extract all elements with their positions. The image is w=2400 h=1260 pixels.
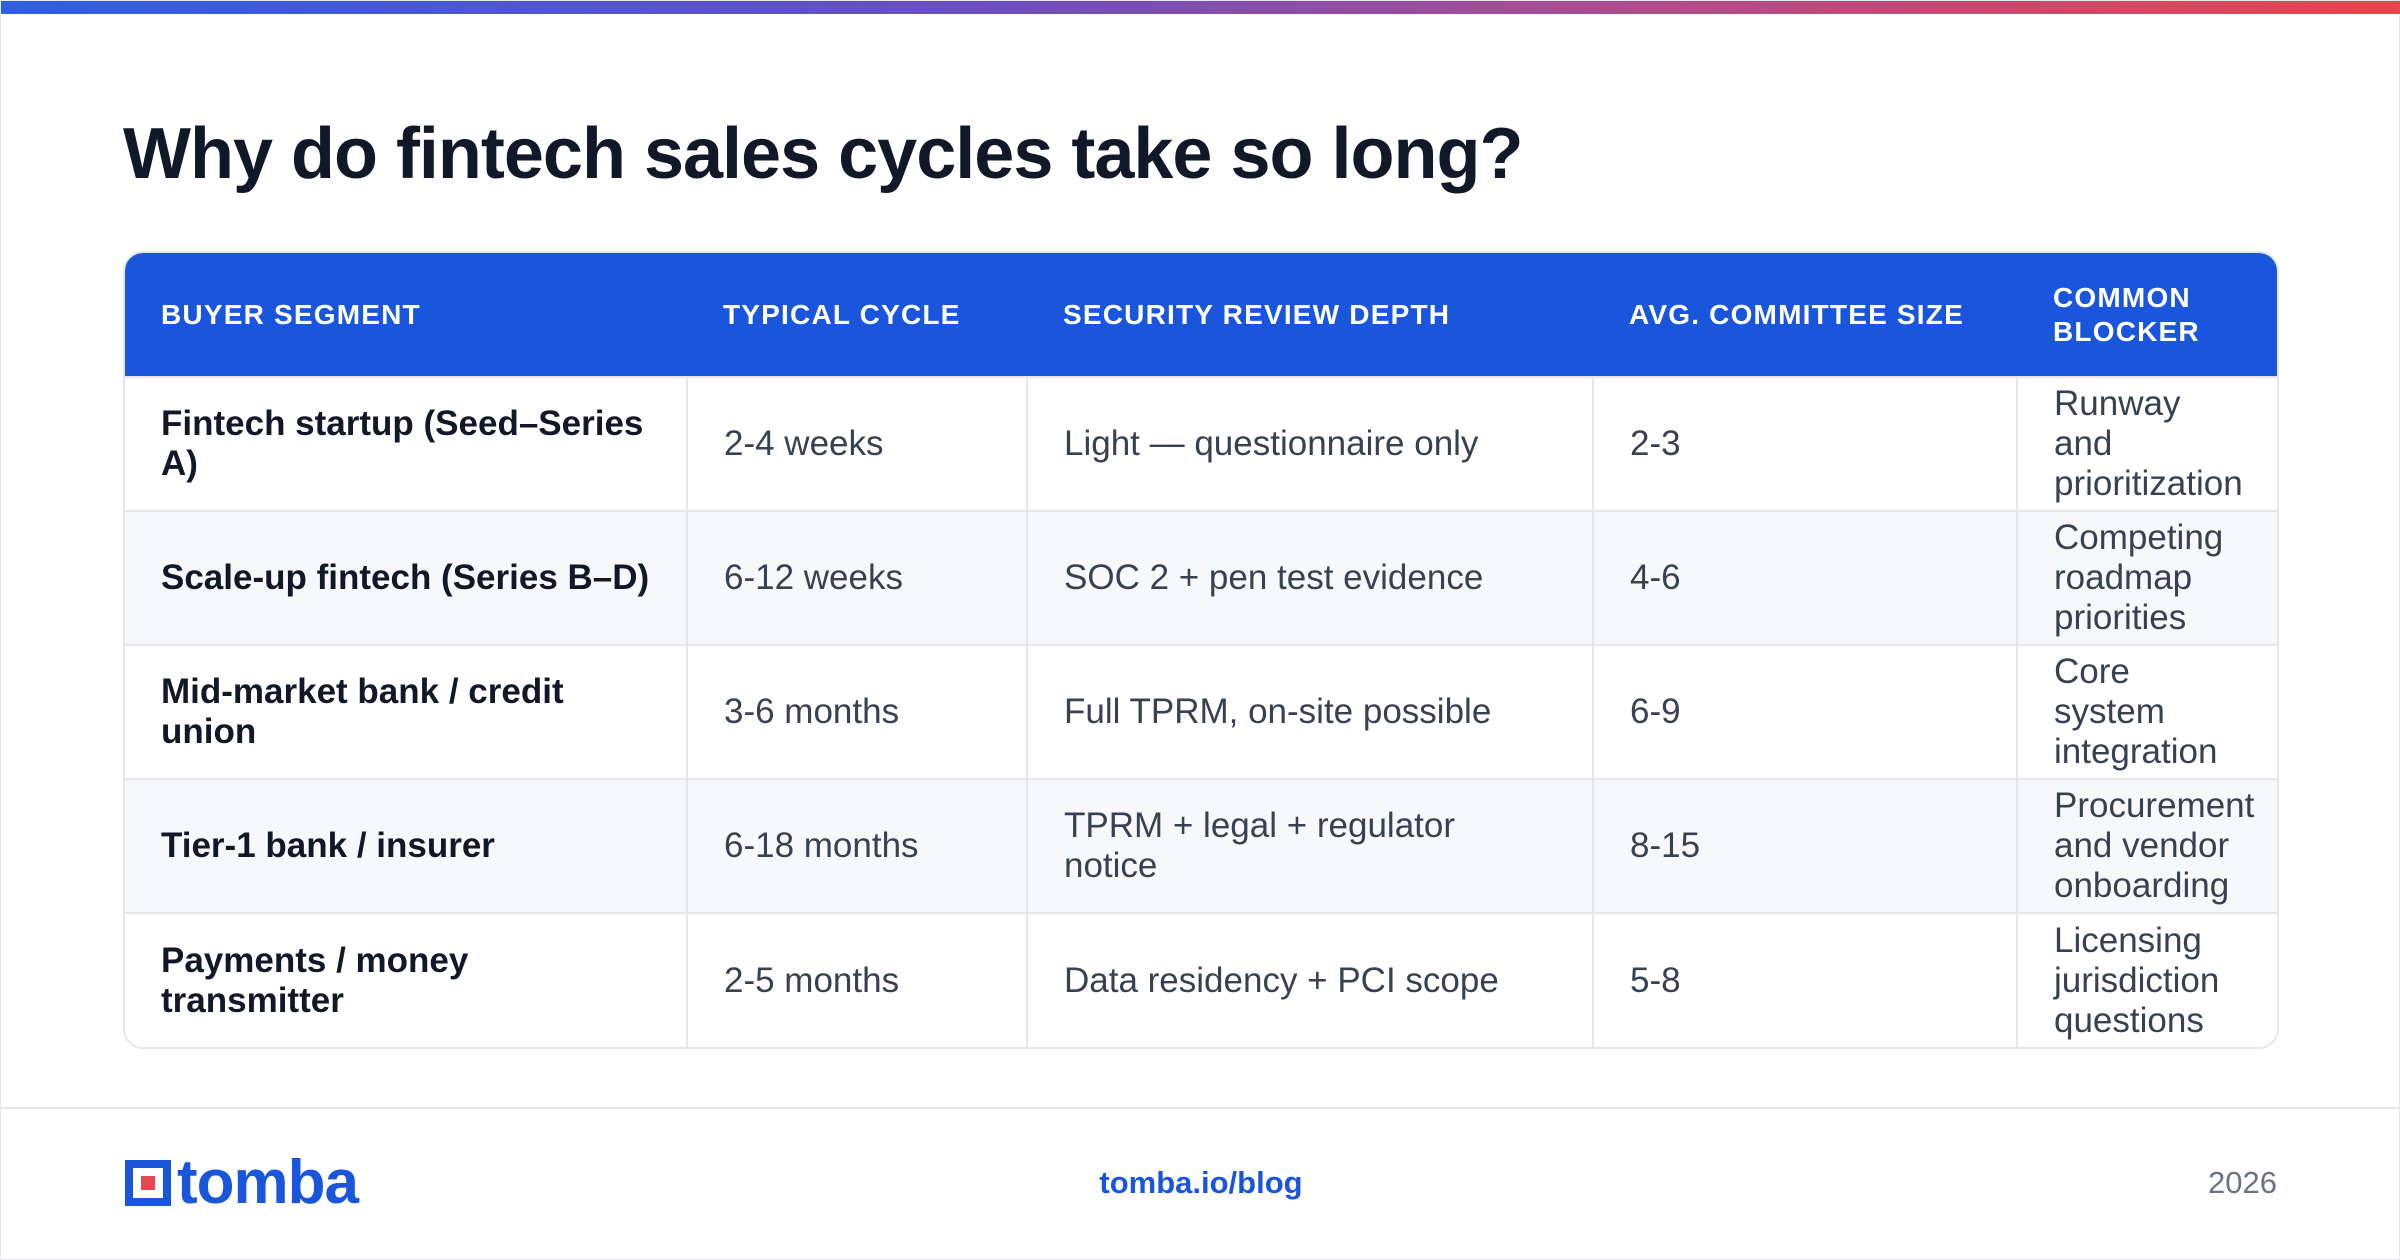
table: BUYER SEGMENT TYPICAL CYCLE SECURITY REV…	[125, 253, 2277, 1047]
cell-avg-committee-size: 6-9	[1592, 644, 2017, 779]
cell-avg-committee-size: 4-6	[1592, 510, 2017, 645]
header-avg-committee-size: AVG. COMMITTEE SIZE	[1629, 298, 1964, 330]
top-gradient-bar	[1, 1, 2400, 14]
table-row: Tier-1 bank / insurer 6-18 months TPRM +…	[125, 778, 2277, 913]
blog-link[interactable]: tomba.io/blog	[1099, 1165, 1303, 1200]
comparison-table: BUYER SEGMENT TYPICAL CYCLE SECURITY REV…	[123, 251, 2279, 1049]
cell-buyer-segment: Payments / money transmitter	[125, 912, 687, 1047]
cell-common-blocker: Procurement and vendor onboarding	[2016, 778, 2277, 913]
table-header: BUYER SEGMENT TYPICAL CYCLE SECURITY REV…	[125, 253, 2277, 377]
cell-typical-cycle: 3-6 months	[686, 644, 1027, 779]
cell-avg-committee-size: 5-8	[1592, 912, 2017, 1047]
cell-buyer-segment: Mid-market bank / credit union	[125, 644, 687, 779]
cell-typical-cycle: 6-18 months	[686, 778, 1027, 913]
footer-year: 2026	[2208, 1165, 2277, 1200]
table-row: Fintech startup (Seed–Series A) 2-4 week…	[125, 376, 2277, 511]
cell-security-review-depth: Light — questionnaire only	[1026, 376, 1593, 511]
cell-typical-cycle: 2-5 months	[686, 912, 1027, 1047]
cell-avg-committee-size: 2-3	[1592, 376, 2017, 511]
cell-buyer-segment: Fintech startup (Seed–Series A)	[125, 376, 687, 511]
header-common-blocker: COMMON BLOCKER	[2053, 281, 2200, 347]
header-buyer-segment: BUYER SEGMENT	[161, 298, 421, 330]
cell-typical-cycle: 6-12 weeks	[686, 510, 1027, 645]
cell-buyer-segment: Scale-up fintech (Series B–D)	[125, 510, 687, 645]
table-body: Fintech startup (Seed–Series A) 2-4 week…	[125, 376, 2277, 1047]
cell-security-review-depth: TPRM + legal + regulator notice	[1026, 778, 1593, 913]
tomba-logo-icon	[125, 1160, 171, 1206]
cell-common-blocker: Competing roadmap priorities	[2016, 510, 2277, 645]
brand-name: tomba	[177, 1148, 359, 1217]
table-row: Payments / money transmitter 2-5 months …	[125, 912, 2277, 1047]
footer-divider	[1, 1107, 2400, 1109]
cell-security-review-depth: Full TPRM, on-site possible	[1026, 644, 1593, 779]
cell-security-review-depth: Data residency + PCI scope	[1026, 912, 1593, 1047]
cell-typical-cycle: 2-4 weeks	[686, 376, 1027, 511]
cell-common-blocker: Licensing jurisdiction questions	[2016, 912, 2277, 1047]
table-header-row: BUYER SEGMENT TYPICAL CYCLE SECURITY REV…	[125, 253, 2277, 377]
brand-logo[interactable]: tomba	[123, 1148, 359, 1217]
cell-common-blocker: Runway and prioritization	[2016, 376, 2277, 511]
header-security-review-depth: SECURITY REVIEW DEPTH	[1063, 298, 1451, 330]
header-typical-cycle: TYPICAL CYCLE	[723, 298, 961, 330]
cell-avg-committee-size: 8-15	[1592, 778, 2017, 913]
cell-security-review-depth: SOC 2 + pen test evidence	[1026, 510, 1593, 645]
cell-common-blocker: Core system integration	[2016, 644, 2277, 779]
cell-buyer-segment: Tier-1 bank / insurer	[125, 778, 687, 913]
table-row: Scale-up fintech (Series B–D) 6-12 weeks…	[125, 510, 2277, 645]
table-row: Mid-market bank / credit union 3-6 month…	[125, 644, 2277, 779]
page-title: Why do fintech sales cycles take so long…	[123, 114, 1523, 194]
